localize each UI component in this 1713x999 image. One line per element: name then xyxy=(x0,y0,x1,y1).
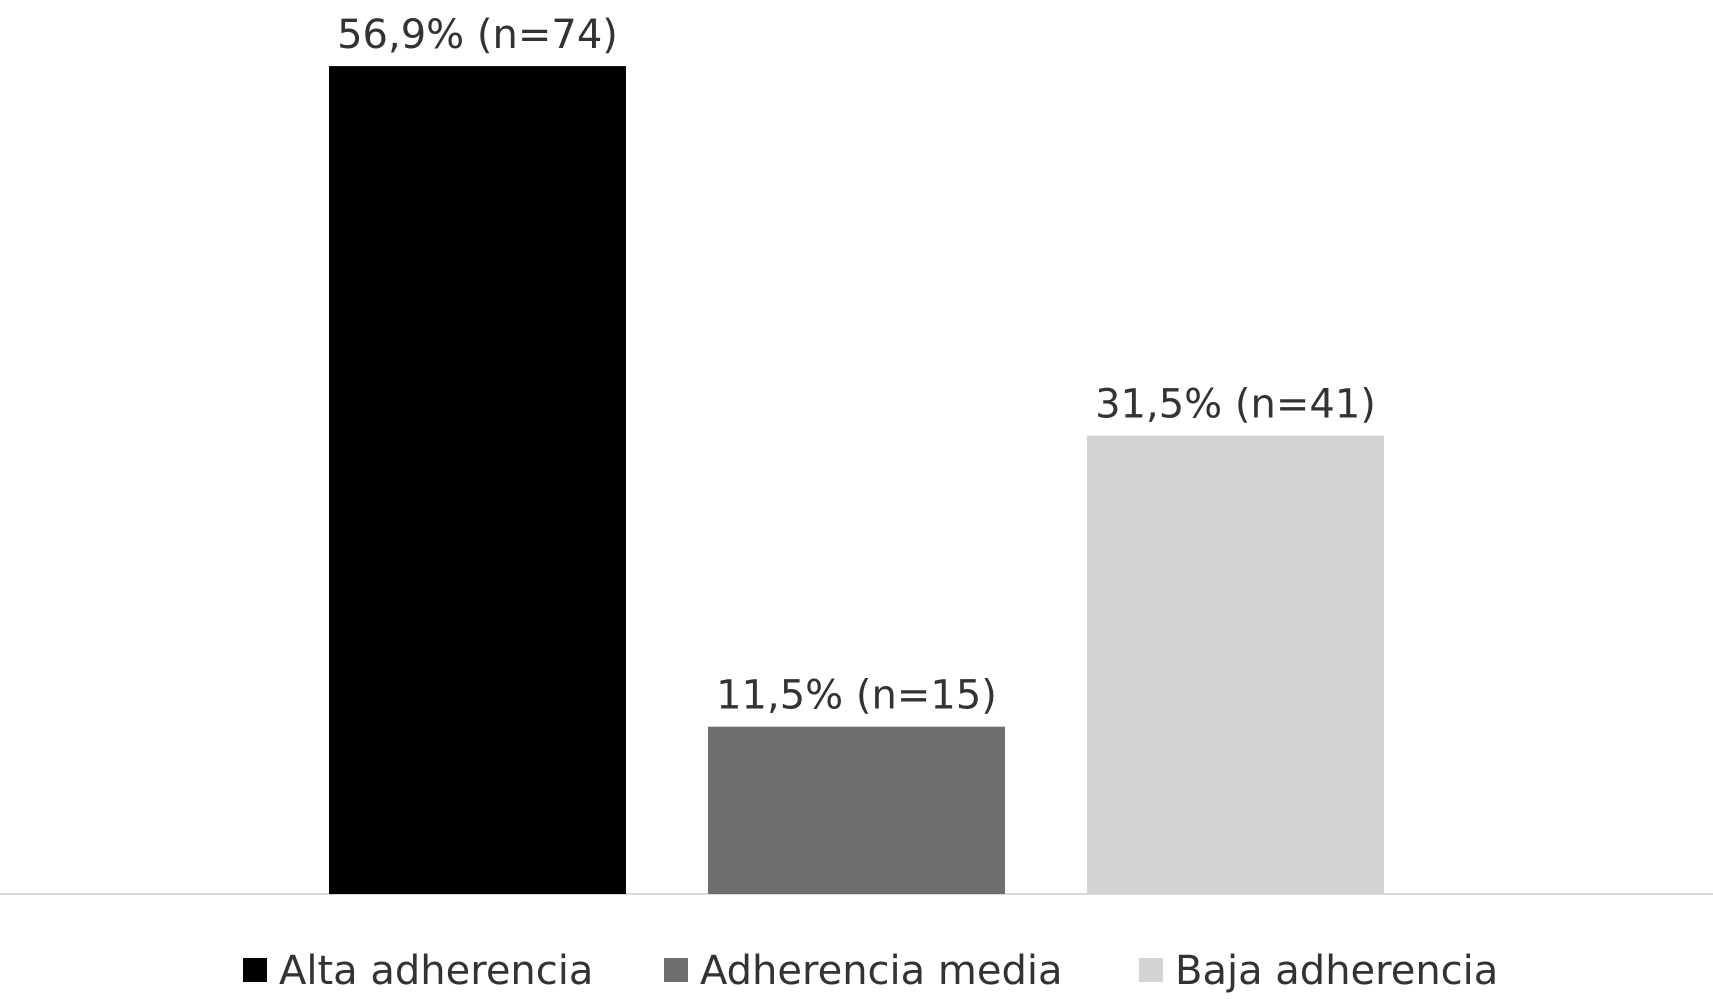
bar xyxy=(329,66,626,895)
legend-label: Adherencia media xyxy=(700,948,1062,994)
legend-swatch xyxy=(243,958,267,982)
data-label: 56,9% (n=74) xyxy=(337,12,618,58)
bar xyxy=(708,726,1005,894)
legend-swatch xyxy=(1139,958,1163,982)
data-label: 11,5% (n=15) xyxy=(716,673,997,719)
legend-label: Alta adherencia xyxy=(279,948,593,994)
legend-label: Baja adherencia xyxy=(1175,948,1498,994)
bar xyxy=(1087,435,1384,894)
data-label: 31,5% (n=41) xyxy=(1095,382,1376,428)
legend-swatch xyxy=(664,958,688,982)
